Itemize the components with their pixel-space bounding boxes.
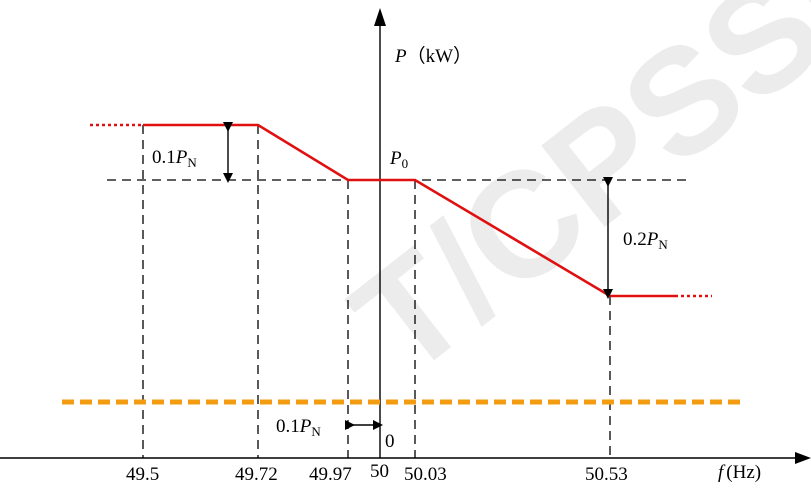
x-tick-label: 49.5 xyxy=(126,464,159,485)
x-tick-label: 49.97 xyxy=(309,464,352,485)
y-axis-arrow-icon xyxy=(374,8,386,26)
origin-label: 0 xyxy=(385,431,395,452)
lower-gap-label: 0.1PN xyxy=(276,416,321,439)
y-axis-label: P（kW） xyxy=(394,45,472,67)
power-frequency-curve xyxy=(143,123,675,298)
x-axis-label: f (Hz) xyxy=(718,462,761,483)
right-gap-label: 0.2PN xyxy=(623,229,668,252)
x-tick-label: 50.53 xyxy=(585,464,628,485)
p0-label: P0 xyxy=(389,148,408,171)
x-tick-label: 50 xyxy=(370,461,389,482)
x-axis-arrow-icon xyxy=(795,452,811,464)
x-tick-label: 49.72 xyxy=(235,464,278,485)
x-tick-label: 50.03 xyxy=(404,464,447,485)
upper-gap-label: 0.1PN xyxy=(152,147,197,170)
